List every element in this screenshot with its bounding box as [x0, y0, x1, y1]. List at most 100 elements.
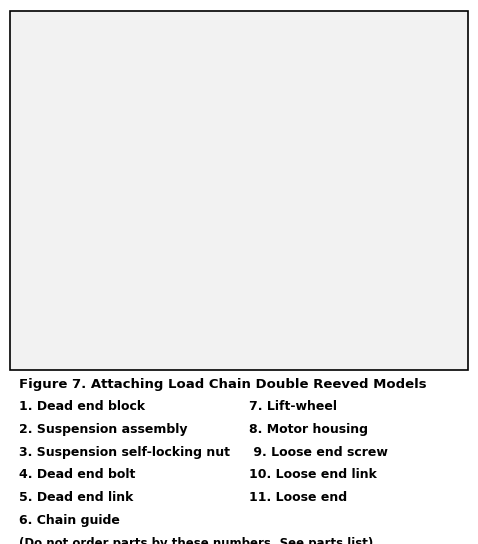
Circle shape: [282, 184, 299, 197]
Circle shape: [278, 168, 294, 180]
Bar: [113, 107, 306, 232]
Circle shape: [81, 150, 119, 179]
Circle shape: [187, 215, 203, 227]
Ellipse shape: [173, 234, 197, 244]
Ellipse shape: [290, 234, 314, 244]
Text: 8. Motor housing: 8. Motor housing: [249, 423, 368, 436]
Bar: [113, 89, 311, 114]
Text: 2. Suspension assembly: 2. Suspension assembly: [19, 423, 188, 436]
Ellipse shape: [303, 286, 315, 305]
Ellipse shape: [329, 286, 342, 305]
Ellipse shape: [206, 286, 218, 305]
Text: 4: 4: [93, 189, 98, 199]
Circle shape: [278, 201, 294, 213]
Ellipse shape: [146, 234, 171, 244]
Circle shape: [212, 128, 374, 253]
Ellipse shape: [323, 240, 335, 260]
Text: 2: 2: [290, 94, 295, 103]
Ellipse shape: [321, 257, 346, 267]
Text: 7. Lift-wheel: 7. Lift-wheel: [249, 400, 337, 413]
Circle shape: [266, 215, 282, 227]
Circle shape: [205, 144, 221, 157]
Ellipse shape: [146, 325, 171, 335]
Circle shape: [174, 168, 191, 180]
Ellipse shape: [179, 354, 191, 373]
Ellipse shape: [152, 286, 164, 305]
Ellipse shape: [200, 234, 224, 244]
Ellipse shape: [179, 376, 191, 395]
Ellipse shape: [179, 331, 191, 350]
Ellipse shape: [152, 354, 164, 373]
Ellipse shape: [146, 280, 171, 289]
Circle shape: [227, 140, 243, 153]
Ellipse shape: [322, 331, 335, 350]
Text: 5: 5: [124, 212, 129, 221]
Circle shape: [319, 99, 357, 128]
Ellipse shape: [316, 325, 341, 335]
Text: 11. Loose end: 11. Loose end: [249, 491, 347, 504]
Circle shape: [326, 188, 363, 217]
Circle shape: [266, 153, 282, 166]
Ellipse shape: [206, 376, 218, 395]
Text: 11: 11: [333, 215, 343, 225]
Ellipse shape: [284, 348, 309, 357]
Circle shape: [319, 172, 357, 201]
Circle shape: [230, 187, 239, 194]
Ellipse shape: [316, 234, 341, 244]
Bar: [149, 83, 275, 100]
Text: 6. Chain guide: 6. Chain guide: [19, 514, 120, 527]
Ellipse shape: [200, 348, 224, 357]
Ellipse shape: [173, 257, 197, 267]
Circle shape: [187, 153, 203, 166]
Ellipse shape: [146, 348, 171, 357]
Circle shape: [170, 184, 186, 197]
Ellipse shape: [200, 280, 224, 289]
Ellipse shape: [200, 370, 224, 380]
Circle shape: [319, 115, 357, 144]
Ellipse shape: [200, 302, 224, 312]
Ellipse shape: [295, 240, 308, 260]
Ellipse shape: [294, 302, 319, 312]
Bar: [261, 103, 325, 277]
Text: 3: 3: [335, 109, 340, 118]
Ellipse shape: [152, 263, 164, 282]
Text: 4. Dead end bolt: 4. Dead end bolt: [19, 468, 135, 481]
Ellipse shape: [173, 302, 197, 312]
Text: (Do not order parts by these numbers. See parts list): (Do not order parts by these numbers. Se…: [19, 537, 373, 544]
Circle shape: [207, 170, 261, 211]
Text: 1: 1: [97, 160, 102, 169]
Bar: [104, 246, 149, 267]
Ellipse shape: [323, 280, 348, 289]
Text: 8: 8: [351, 152, 356, 161]
Ellipse shape: [146, 302, 171, 312]
Circle shape: [319, 206, 357, 234]
Ellipse shape: [179, 286, 191, 305]
Text: Figure 7. Attaching Load Chain Double Reeved Models: Figure 7. Attaching Load Chain Double Re…: [19, 378, 427, 391]
Ellipse shape: [206, 354, 218, 373]
Circle shape: [181, 149, 288, 232]
Text: 10: 10: [339, 198, 350, 207]
Text: 7: 7: [347, 139, 352, 148]
Ellipse shape: [291, 354, 303, 373]
Text: 9. Loose end screw: 9. Loose end screw: [249, 446, 388, 459]
Ellipse shape: [289, 325, 314, 335]
Ellipse shape: [296, 280, 321, 289]
Circle shape: [274, 84, 312, 113]
Ellipse shape: [295, 331, 308, 350]
Ellipse shape: [173, 348, 197, 357]
Text: 5. Dead end link: 5. Dead end link: [19, 491, 133, 504]
Text: 10. Loose end link: 10. Loose end link: [249, 468, 377, 481]
Ellipse shape: [300, 308, 313, 327]
Circle shape: [227, 227, 243, 240]
Ellipse shape: [206, 263, 218, 282]
Ellipse shape: [206, 331, 218, 350]
Circle shape: [248, 144, 264, 157]
Text: 1. Dead end block: 1. Dead end block: [19, 400, 145, 413]
Circle shape: [50, 141, 230, 281]
Circle shape: [330, 129, 368, 158]
Ellipse shape: [294, 257, 319, 267]
Ellipse shape: [152, 308, 164, 327]
Ellipse shape: [173, 280, 197, 289]
Ellipse shape: [152, 376, 164, 395]
Ellipse shape: [317, 354, 330, 373]
